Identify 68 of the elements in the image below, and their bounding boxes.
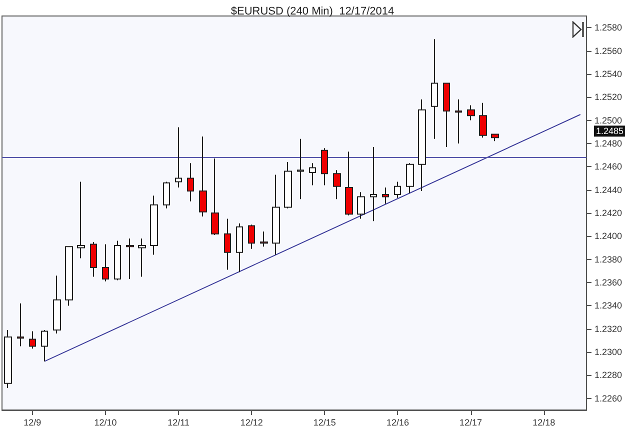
x-tick-label: 12/17	[460, 418, 482, 428]
candlestick	[102, 244, 109, 282]
y-tick-label: 1.2580	[594, 22, 622, 33]
candlestick	[272, 174, 280, 256]
y-tick-label: 1.2300	[594, 347, 622, 358]
candlestick	[248, 224, 255, 250]
candlestick	[41, 330, 48, 362]
y-tick-label: 1.2440	[594, 184, 622, 195]
candlestick	[418, 98, 426, 192]
y-tick-label: 1.2380	[594, 254, 622, 264]
candlestick	[211, 158, 219, 236]
candlestick	[491, 134, 499, 142]
y-tick-label: 1.2400	[594, 231, 622, 242]
candlestick	[187, 162, 194, 202]
candlestick	[163, 181, 170, 209]
candlestick	[467, 104, 475, 121]
y-tick-label: 1.2360	[594, 278, 622, 288]
candlestick	[406, 162, 414, 194]
candlestick	[199, 136, 207, 217]
candlestick	[126, 238, 134, 280]
candlestick	[333, 170, 341, 200]
candlestick	[297, 138, 304, 200]
y-tick-label: 1.2480	[594, 138, 622, 148]
candlestick	[260, 231, 268, 248]
candlestick	[455, 98, 462, 144]
candlestick	[138, 238, 146, 278]
candlestick	[357, 192, 365, 220]
candlestick	[394, 181, 401, 198]
x-tick-label: 12/15	[313, 418, 336, 428]
candlestick	[284, 162, 292, 209]
candlestick	[53, 275, 61, 334]
text: 1.2485	[596, 126, 624, 136]
candlestick	[431, 38, 438, 140]
y-tick-label: 1.2560	[594, 46, 622, 56]
y-tick-label: 1.2280	[594, 370, 622, 380]
candlestick	[175, 126, 182, 188]
candlestick	[479, 102, 487, 138]
candlestick	[114, 240, 121, 281]
candlestick	[4, 330, 12, 388]
candlestick	[321, 148, 328, 186]
x-tick-label: 12/10	[94, 418, 117, 428]
x-tick-label: 12/11	[168, 418, 190, 428]
x-tick-label: 12/18	[532, 418, 556, 428]
candlestick	[29, 330, 36, 350]
y-tick-label: 1.2520	[594, 92, 622, 102]
candlestick	[77, 181, 85, 259]
x-tick-label: 12/9	[24, 418, 42, 428]
y-tick-label: 1.2500	[594, 115, 622, 126]
y-tick-label: 1.2260	[594, 393, 622, 404]
candlestick	[17, 302, 24, 347]
chart-title: $EURUSD (240 Min) 12/17/2014	[230, 6, 394, 18]
candlestick	[90, 241, 97, 278]
x-tick-label: 12/16	[386, 418, 409, 428]
candlestick	[443, 82, 450, 148]
candlestick	[224, 218, 231, 270]
x-tick-label: 12/12	[240, 418, 263, 428]
candlestick	[382, 187, 389, 204]
y-tick-label: 1.2320	[594, 324, 622, 334]
y-tick-label: 1.2540	[594, 68, 622, 79]
candlestick	[309, 162, 316, 186]
candlestick	[370, 146, 377, 222]
y-tick-label: 1.2420	[594, 208, 622, 218]
candlestick	[65, 246, 73, 306]
y-tick-label: 1.2460	[594, 162, 622, 172]
candlestick	[236, 222, 243, 273]
y-tick-label: 1.2340	[594, 300, 622, 311]
candlestick	[345, 151, 353, 216]
candlestick	[150, 195, 158, 256]
